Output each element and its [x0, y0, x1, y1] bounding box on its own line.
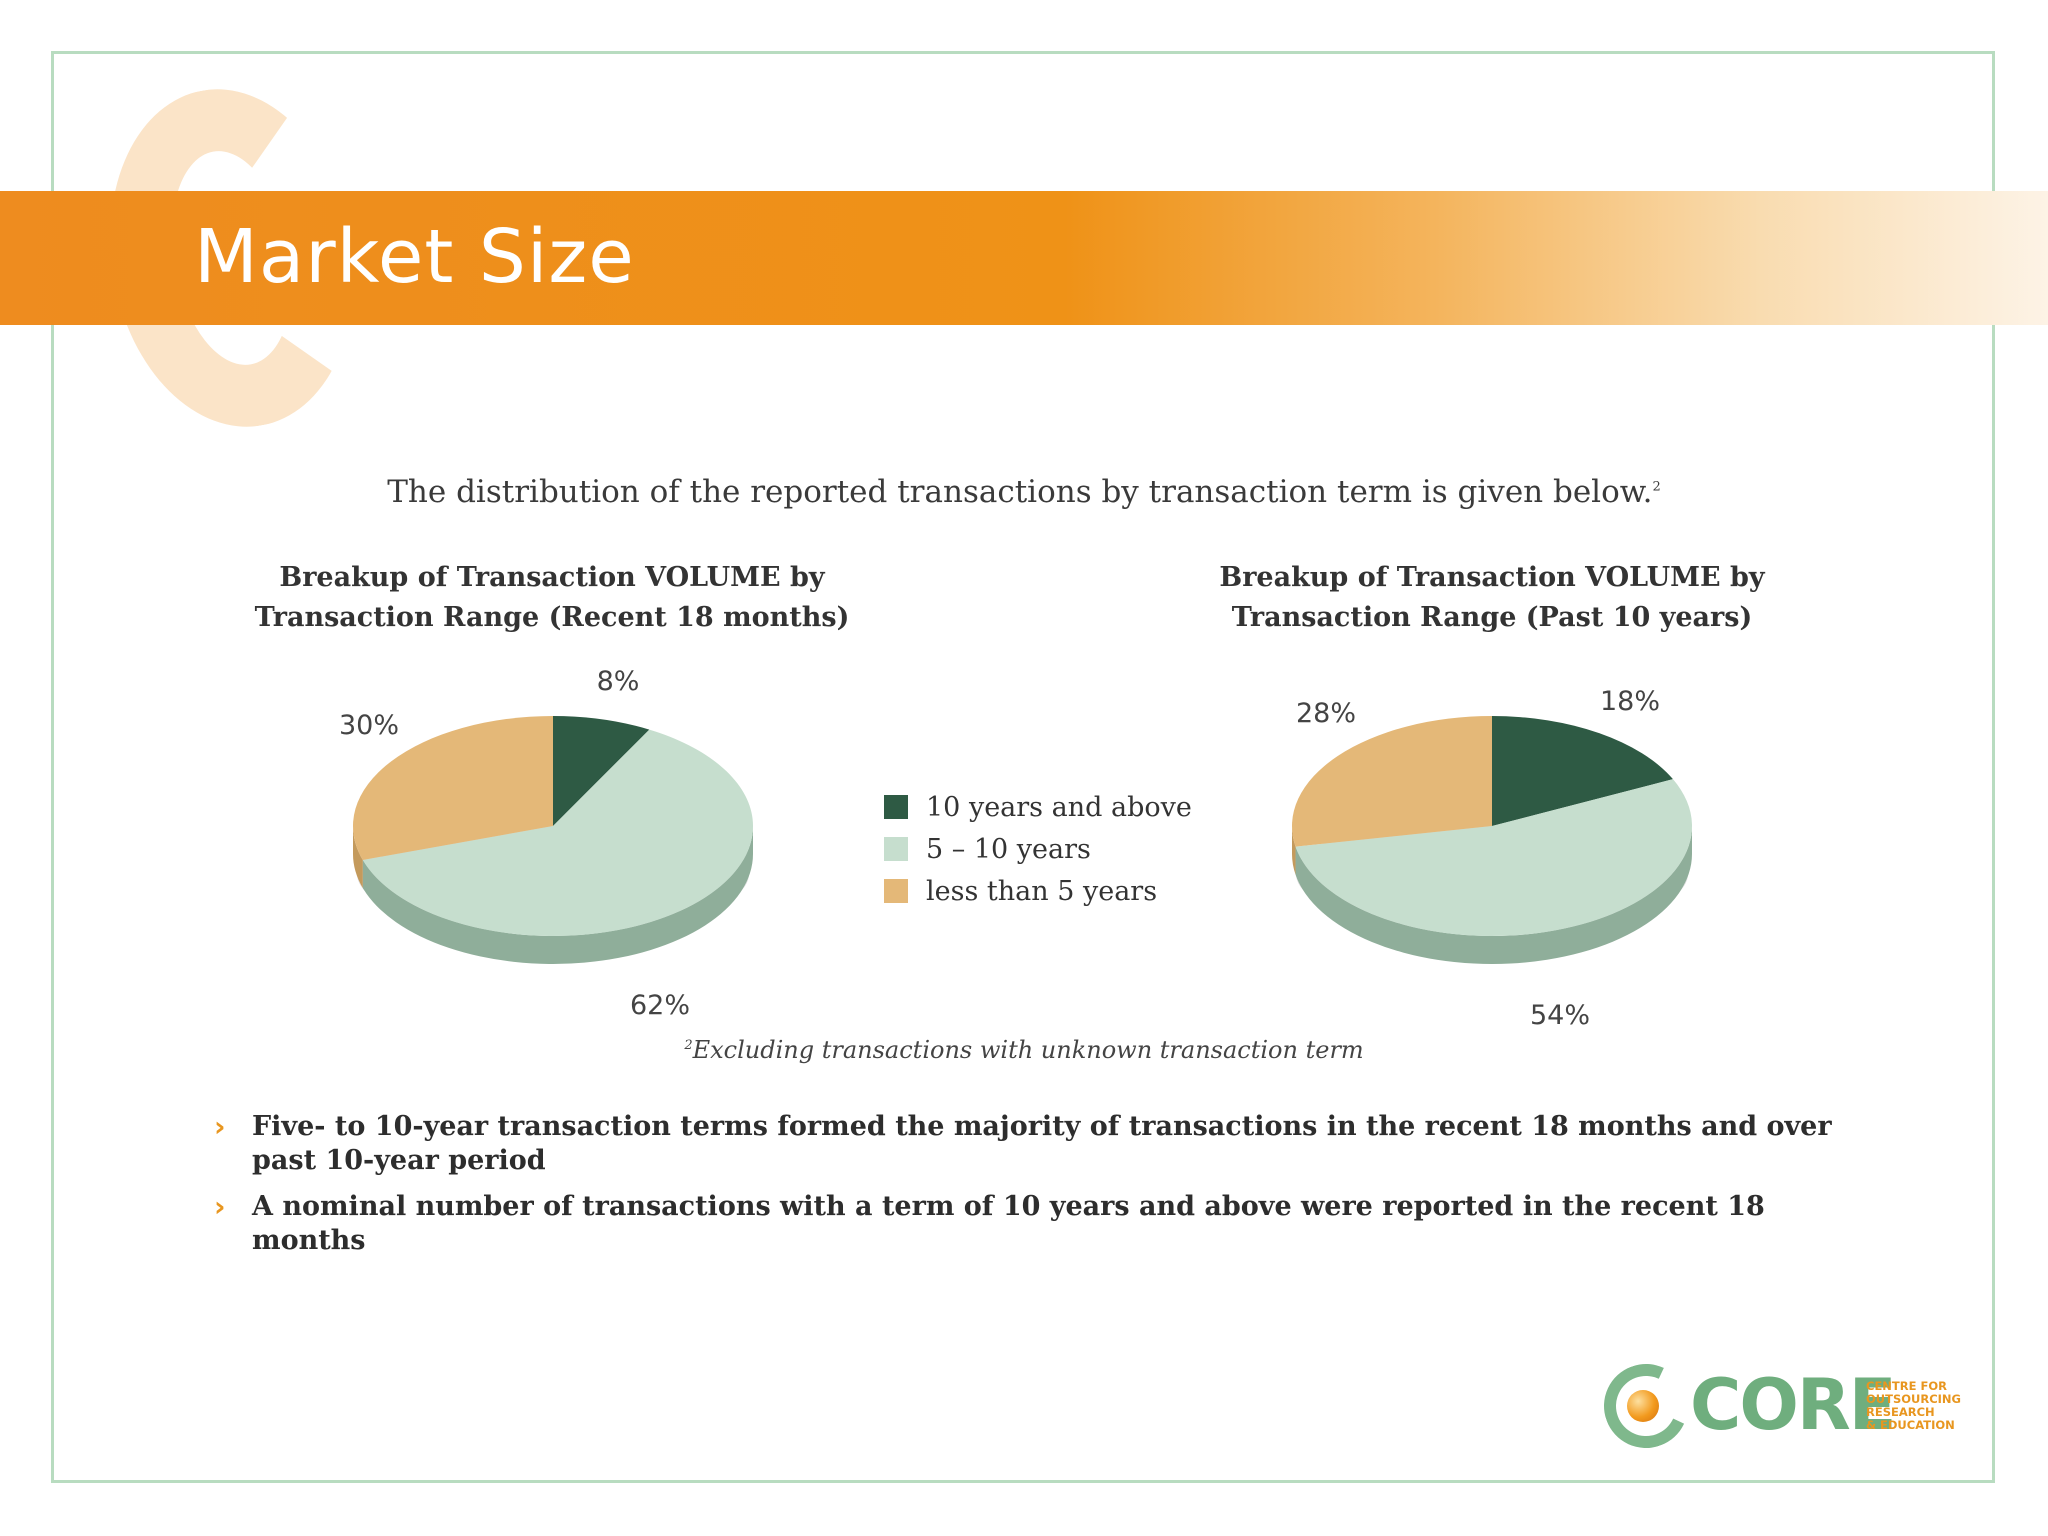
slice-label-five-to-ten: 62% [630, 990, 690, 1021]
legend-item-ten-plus: 10 years and above [884, 786, 1192, 828]
logo-subtitle-line: & EDUCATION [1866, 1418, 1955, 1432]
footnote-text: Excluding transactions with unknown tran… [692, 1036, 1364, 1064]
pie-slice-five-to-ten [362, 729, 753, 936]
legend-item-less-than-five: less than 5 years [884, 870, 1192, 912]
footnote: 2Excluding transactions with unknown tra… [0, 1036, 2048, 1064]
logo-wordmark: CORE [1690, 1364, 1897, 1446]
chart-title-line: Transaction Range (Recent 18 months) [254, 602, 850, 633]
legend-swatch [884, 879, 908, 903]
slide-frame [51, 51, 1995, 1483]
chart-title-line: Breakup of Transaction VOLUME by [1219, 562, 1765, 593]
bullet-item: › A nominal number of transactions with … [214, 1190, 1854, 1258]
logo-subtitle-line: CENTRE FOR [1866, 1379, 1947, 1393]
chevron-right-icon: › [214, 1110, 226, 1143]
intro-sentence: The distribution of the reported transac… [387, 474, 1653, 510]
pie-slice-ten-plus [1492, 716, 1673, 826]
chart-title-line: Breakup of Transaction VOLUME by [279, 562, 825, 593]
legend-label: less than 5 years [926, 875, 1158, 907]
pie-slice-less-than-five-side [353, 826, 363, 888]
chevron-right-icon: › [214, 1190, 226, 1223]
legend-label: 10 years and above [926, 791, 1192, 823]
intro-text: The distribution of the reported transac… [0, 474, 2048, 510]
slice-label-ten-plus: 8% [597, 666, 640, 697]
footnote-mark: 2 [684, 1038, 693, 1053]
bullet-text: A nominal number of transactions with a … [252, 1191, 1765, 1256]
bullet-list: › Five- to 10-year transaction terms for… [214, 1110, 1854, 1270]
page-title: Market Size [194, 214, 635, 300]
pie-slice-five-to-ten [1295, 779, 1692, 936]
intro-footnote-mark: 2 [1652, 479, 1661, 495]
pie-slice-five-to-ten-side [362, 826, 753, 964]
slice-label-less-than-five: 30% [339, 710, 399, 741]
logo-subtitle-line: OUTSOURCING [1866, 1392, 1961, 1406]
bullet-text: Five- to 10-year transaction terms forme… [252, 1111, 1832, 1176]
bullet-item: › Five- to 10-year transaction terms for… [214, 1110, 1854, 1178]
pie-slice-less-than-five [1292, 716, 1492, 847]
pie-slice-less-than-five-side [1292, 826, 1296, 875]
chart-title-line: Transaction Range (Past 10 years) [1231, 602, 1753, 633]
legend-item-five-to-ten: 5 – 10 years [884, 828, 1192, 870]
chart-title-recent: Breakup of Transaction VOLUME by Transac… [192, 558, 912, 638]
chart-title-past: Breakup of Transaction VOLUME by Transac… [1132, 558, 1852, 638]
logo-subtitle: CENTRE FOR OUTSOURCING RESEARCH & EDUCAT… [1866, 1380, 1976, 1432]
core-logo: CORE CENTRE FOR OUTSOURCING RESEARCH & E… [1592, 1352, 1964, 1460]
pie-slice-less-than-five [352, 716, 553, 860]
pie-slice-five-to-ten-side [1295, 826, 1692, 964]
legend-swatch [884, 795, 908, 819]
legend-swatch [884, 837, 908, 861]
pie-slice-ten-plus [553, 716, 650, 826]
slice-label-ten-plus: 18% [1600, 686, 1660, 717]
chart-legend: 10 years and above 5 – 10 years less tha… [884, 786, 1192, 912]
title-banner [0, 191, 2048, 325]
logo-dot-icon [1627, 1390, 1659, 1422]
legend-label: 5 – 10 years [926, 833, 1091, 865]
slice-label-less-than-five: 28% [1296, 698, 1356, 729]
logo-subtitle-line: RESEARCH [1866, 1405, 1935, 1419]
slice-label-five-to-ten: 54% [1530, 1000, 1590, 1031]
